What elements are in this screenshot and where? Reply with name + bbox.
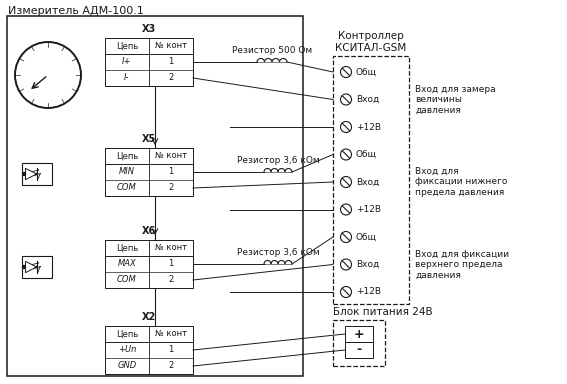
Text: Цепь: Цепь (116, 243, 138, 253)
Text: № конт: № конт (155, 41, 187, 51)
Text: Вход: Вход (356, 177, 379, 187)
Text: 2: 2 (168, 184, 174, 192)
Text: +12В: +12В (356, 205, 381, 214)
Bar (333, 320, 385, 366)
Text: Блок питания 24В: Блок питания 24В (333, 307, 433, 317)
Circle shape (341, 149, 352, 160)
Text: 1: 1 (168, 260, 174, 268)
Text: Общ: Общ (356, 68, 377, 76)
Text: Вход для замера
величины
давления: Вход для замера величины давления (415, 84, 496, 114)
Bar (22, 163, 52, 185)
Text: +Un: +Un (118, 346, 136, 354)
Bar (345, 342, 373, 358)
Text: 1: 1 (168, 58, 174, 66)
Text: 2: 2 (168, 275, 174, 285)
Text: -: - (357, 344, 362, 356)
Text: Цепь: Цепь (116, 152, 138, 161)
Bar (7, 16, 303, 376)
Bar (105, 148, 193, 196)
Circle shape (341, 232, 352, 243)
Circle shape (15, 42, 81, 108)
Bar (105, 326, 193, 374)
Text: X5: X5 (142, 134, 156, 144)
Text: 2: 2 (168, 361, 174, 371)
Text: +12В: +12В (356, 122, 381, 131)
Text: COM: COM (117, 275, 137, 285)
Text: Измеритель АДМ-100.1: Измеритель АДМ-100.1 (8, 6, 144, 16)
Text: Вход: Вход (356, 95, 379, 104)
Circle shape (341, 286, 352, 298)
Text: COM: COM (117, 184, 137, 192)
Text: X3: X3 (142, 24, 156, 34)
Bar (333, 56, 409, 304)
Text: Вход для фиксации
верхнего предела
давления: Вход для фиксации верхнего предела давле… (415, 250, 509, 280)
Text: 1: 1 (168, 167, 174, 177)
Text: MIN: MIN (119, 167, 135, 177)
Text: № конт: № конт (155, 329, 187, 339)
Circle shape (341, 177, 352, 187)
Text: MAX: MAX (117, 260, 137, 268)
Text: I-: I- (124, 73, 130, 83)
Circle shape (23, 172, 26, 175)
Text: +: + (354, 328, 365, 341)
Text: 1: 1 (168, 346, 174, 354)
Text: Вход для
фиксации нижнего
предела давления: Вход для фиксации нижнего предела давлен… (415, 167, 507, 197)
Text: № конт: № конт (155, 152, 187, 161)
Circle shape (341, 66, 352, 78)
Text: I+: I+ (122, 58, 132, 66)
Text: Общ: Общ (356, 232, 377, 242)
Circle shape (341, 121, 352, 132)
Bar (105, 240, 193, 288)
Text: Резистор 500 Ом: Резистор 500 Ом (232, 46, 312, 55)
Text: Резистор 3,6 кОм: Резистор 3,6 кОм (236, 248, 319, 257)
Text: № конт: № конт (155, 243, 187, 253)
Bar (105, 38, 193, 86)
Text: X2: X2 (142, 312, 156, 322)
Text: Вход: Вход (356, 260, 379, 269)
Text: Общ: Общ (356, 150, 377, 159)
Text: 2: 2 (168, 73, 174, 83)
Text: Контроллер
КСИТАЛ-GSM: Контроллер КСИТАЛ-GSM (335, 31, 407, 53)
Text: X6: X6 (142, 226, 156, 236)
Text: Цепь: Цепь (116, 329, 138, 339)
Circle shape (341, 204, 352, 215)
Text: GND: GND (117, 361, 137, 371)
Text: +12В: +12В (356, 288, 381, 296)
Bar (345, 326, 373, 342)
Text: Резистор 3,6 кОм: Резистор 3,6 кОм (236, 156, 319, 165)
Circle shape (23, 265, 26, 268)
Circle shape (341, 259, 352, 270)
Text: Цепь: Цепь (116, 41, 138, 51)
Circle shape (341, 94, 352, 105)
Bar (22, 256, 52, 278)
